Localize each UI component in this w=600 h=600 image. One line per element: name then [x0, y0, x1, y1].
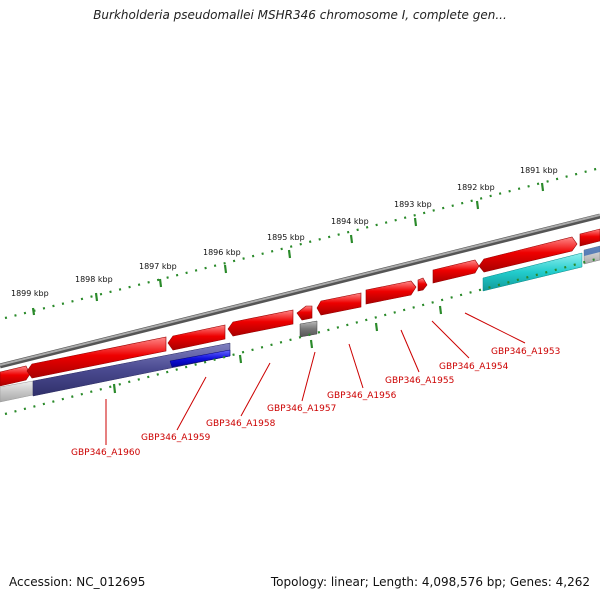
gene-label[interactable]: GBP346_A1953	[491, 347, 560, 357]
gray-feature[interactable]	[299, 320, 318, 338]
scale-label-1896: 1896 kbp	[203, 248, 241, 257]
gene-label[interactable]: GBP346_A1954	[439, 362, 509, 372]
inner-scale-major-ticks	[112, 305, 443, 394]
outer-scale-major-ticks	[31, 182, 545, 316]
gene-arrow[interactable]	[316, 292, 362, 316]
gene-arrow[interactable]	[432, 259, 480, 284]
gene-arrow[interactable]	[579, 228, 600, 247]
gene-labels: GBP346_A1960 GBP346_A1959 GBP346_A1958 G…	[71, 347, 560, 458]
backbone-line	[0, 213, 600, 369]
gene-label[interactable]: GBP346_A1957	[267, 404, 336, 414]
summary-label: Topology: linear; Length: 4,098,576 bp; …	[270, 575, 590, 589]
gene-arrow[interactable]	[167, 324, 226, 351]
gene-label[interactable]: GBP346_A1956	[327, 391, 397, 401]
gene-arrow[interactable]	[0, 365, 31, 387]
gene-track[interactable]	[0, 228, 600, 387]
gene-label[interactable]: GBP346_A1960	[71, 448, 141, 458]
scale-label-1899: 1899 kbp	[11, 289, 49, 298]
scale-label-1894: 1894 kbp	[331, 217, 369, 226]
gene-arrow[interactable]	[478, 236, 578, 273]
map-title: Burkholderia pseudomallei MSHR346 chromo…	[93, 8, 507, 22]
gene-arrow[interactable]	[26, 336, 167, 379]
blue-track[interactable]	[169, 349, 231, 368]
scale-labels: 1899 kbp 1898 kbp 1897 kbp 1896 kbp 1895…	[11, 166, 558, 298]
gene-label[interactable]: GBP346_A1955	[385, 376, 454, 386]
scale-label-1891: 1891 kbp	[520, 166, 558, 175]
accession-label: Accession: NC_012695	[9, 575, 146, 589]
gene-label[interactable]: GBP346_A1959	[141, 433, 211, 443]
gene-arrow[interactable]	[296, 305, 313, 321]
gene-arrow[interactable]	[365, 280, 417, 305]
gene-label[interactable]: GBP346_A1958	[206, 419, 276, 429]
scale-label-1898: 1898 kbp	[75, 275, 113, 284]
scale-label-1893: 1893 kbp	[394, 200, 432, 209]
gene-arrow[interactable]	[417, 277, 428, 292]
label-leaders	[105, 312, 526, 445]
scale-label-1895: 1895 kbp	[267, 233, 305, 242]
outer-scale-dots	[4, 166, 600, 320]
gene-arrow[interactable]	[227, 309, 294, 337]
scale-label-1897: 1897 kbp	[139, 262, 177, 271]
scale-label-1892: 1892 kbp	[457, 183, 495, 192]
